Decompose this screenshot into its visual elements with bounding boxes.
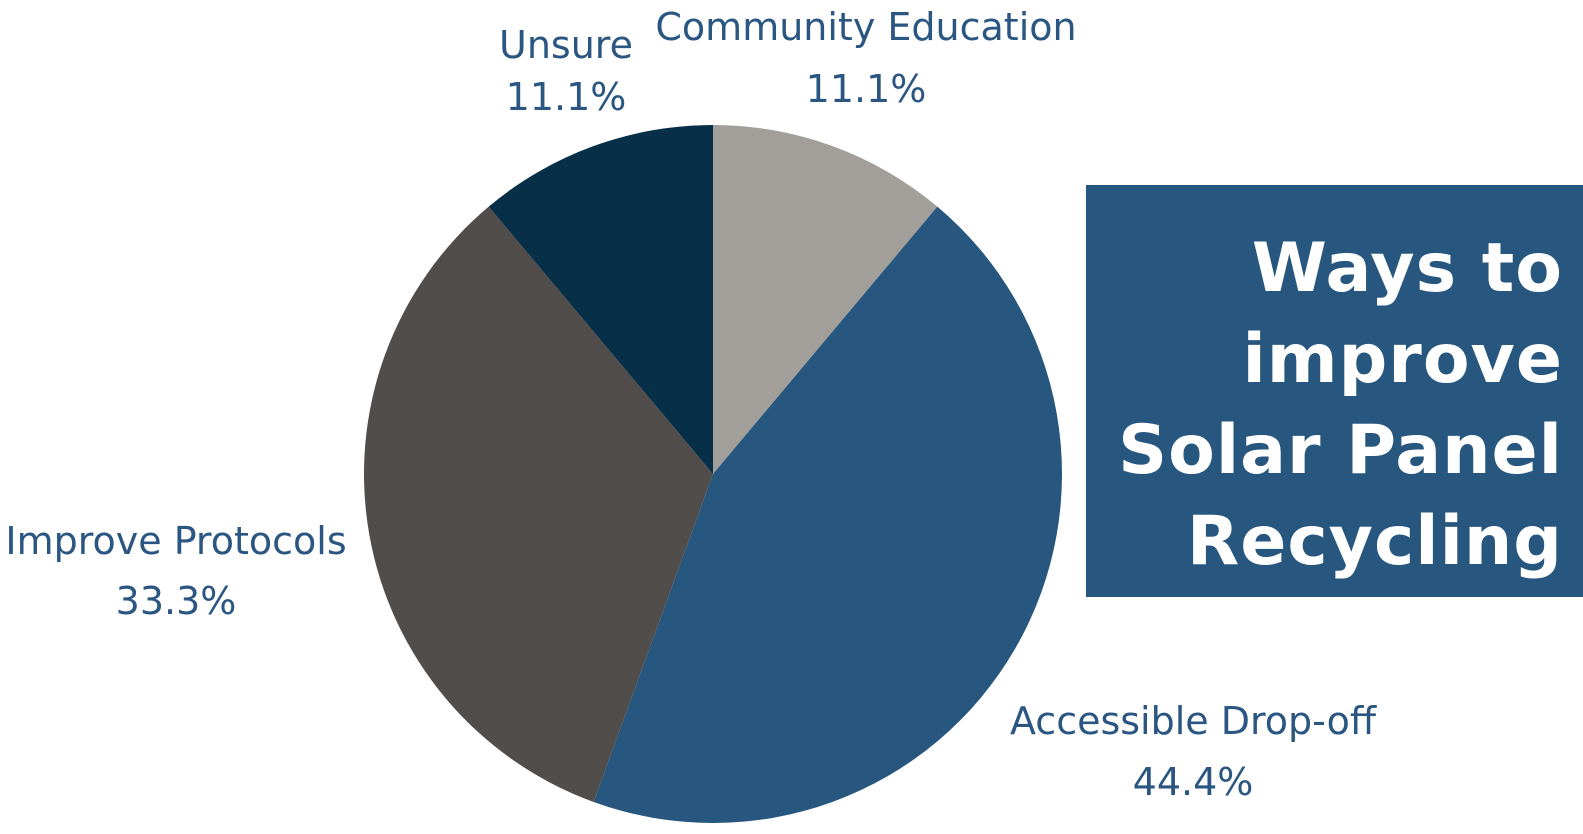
chart-title-line-2: improve	[1242, 320, 1563, 399]
chart-title-box: Ways to improve Solar Panel Recycling	[1086, 185, 1583, 597]
chart-title-line-3: Solar Panel	[1118, 411, 1563, 490]
pie-slice-improve-protocols	[363, 206, 713, 802]
slice-label: Community Education	[655, 5, 1076, 49]
pie-labels: Community Education 11.1% Accessible Drop-…	[5, 5, 1376, 804]
slice-value-label: 44.4%	[1133, 760, 1254, 804]
chart-title: Ways to improve Solar Panel Recycling	[1086, 223, 1563, 587]
slice-label: Accessible Drop-off	[1010, 699, 1377, 743]
pie-slice-accessible-drop-off	[593, 206, 1062, 823]
slice-label: Improve Protocols	[5, 519, 346, 563]
slice-value-label: 11.1%	[506, 75, 627, 119]
chart-title-line-4: Recycling	[1186, 502, 1563, 581]
slice-value-label: 33.3%	[116, 579, 237, 623]
pie-slice-community-education	[713, 125, 938, 474]
pie-slices	[363, 125, 1062, 823]
slice-value-label: 11.1%	[806, 67, 927, 111]
slice-label: Unsure	[499, 23, 633, 67]
chart-title-line-1: Ways to	[1251, 229, 1563, 308]
pie-slice-unsure	[488, 125, 713, 474]
